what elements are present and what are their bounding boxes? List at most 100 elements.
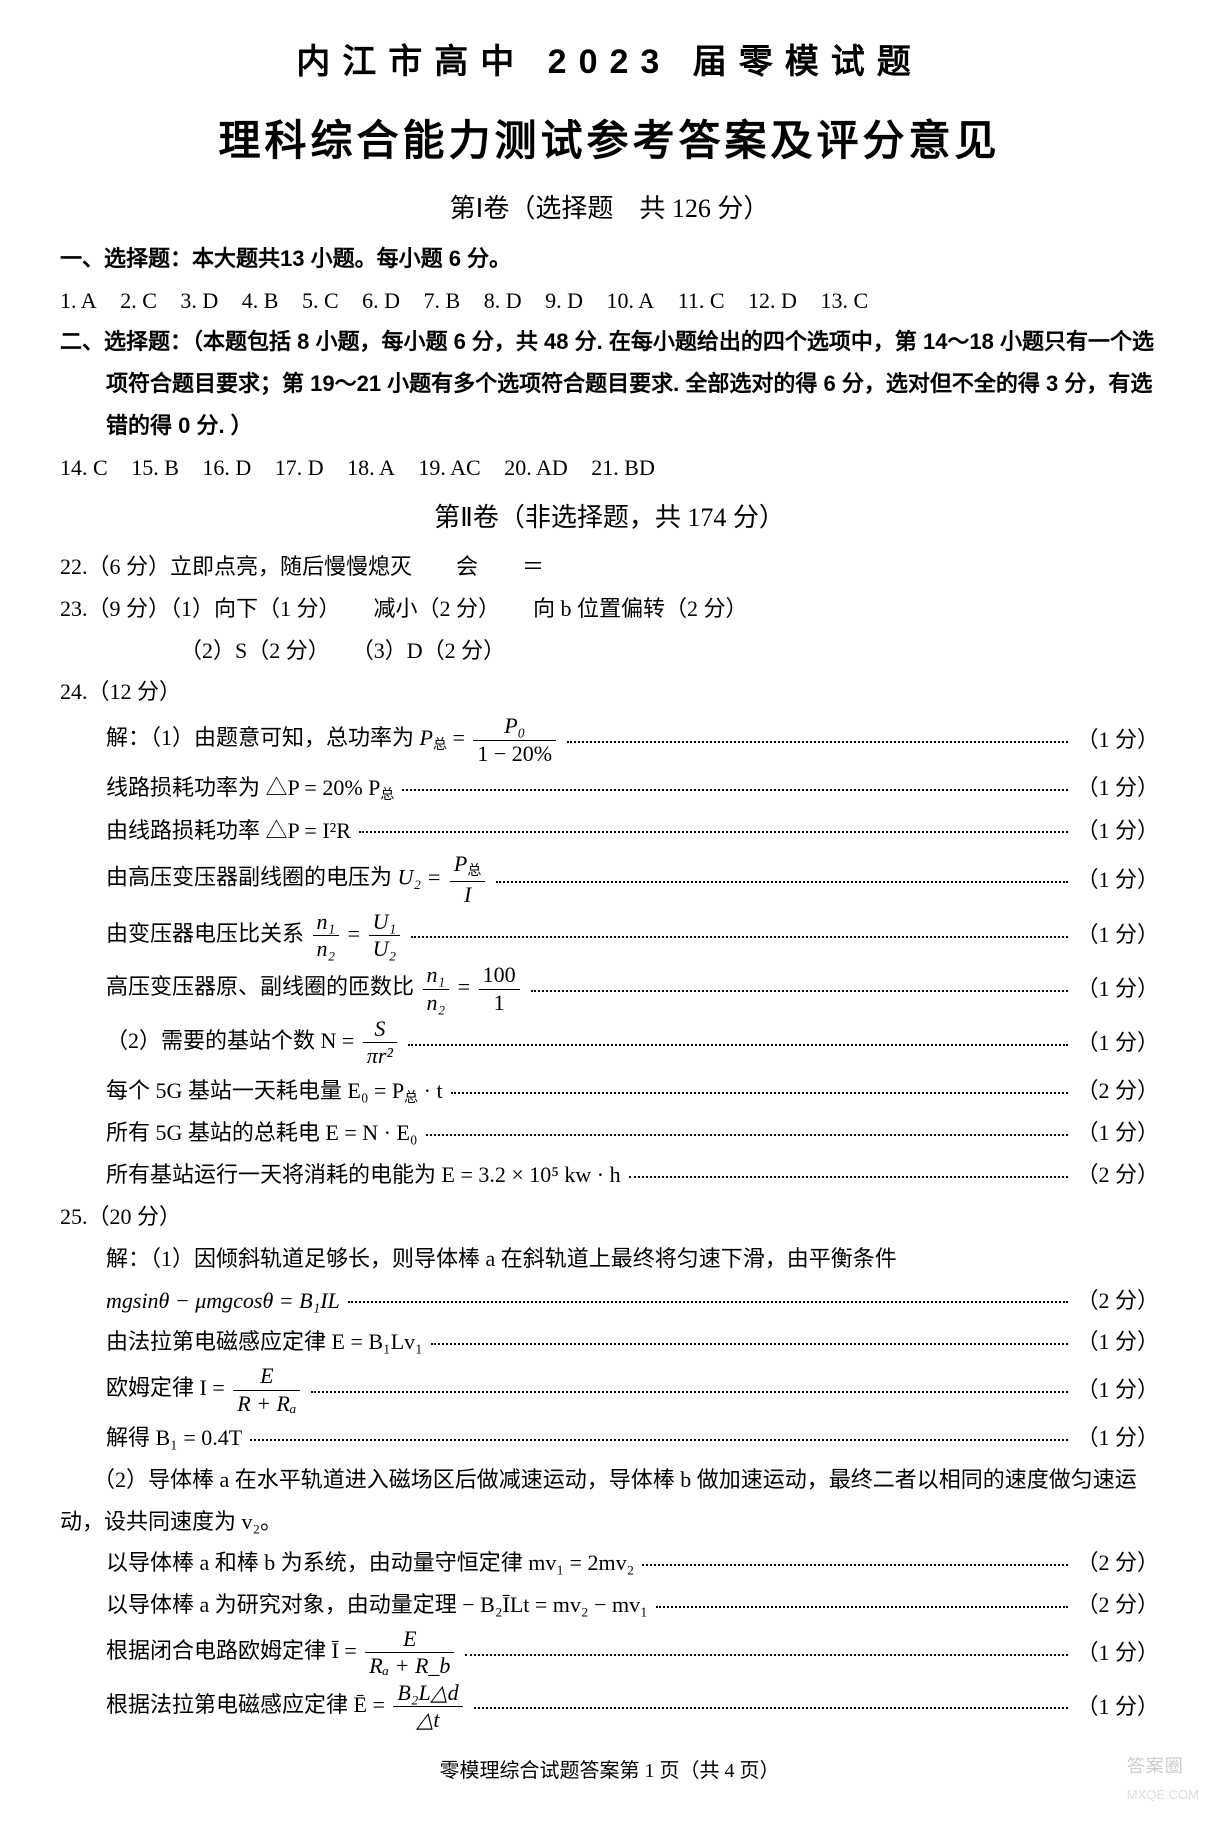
txt: 线路损耗功率为 △P = 20% P总	[106, 767, 394, 810]
q25-l3: 欧姆定律 I = ER + Rₐ （1 分）	[60, 1363, 1159, 1417]
mc1-heading: 一、选择题：本大题共13 小题。每小题 6 分。	[60, 238, 1159, 280]
ans: 4. B	[242, 280, 279, 322]
t: 欧姆定律 I =	[106, 1375, 230, 1400]
dots	[431, 1330, 1069, 1345]
ans: 14. C	[60, 447, 108, 489]
q24-l1: 解：（1）由题意可知，总功率为 P总 = P₀1 − 20% （1 分）	[60, 713, 1159, 767]
ans: 1. A	[60, 280, 97, 322]
page-title: 理科综合能力测试参考答案及评分意见	[60, 101, 1159, 181]
t: 根据闭合电路欧姆定律 Ī =	[106, 1638, 362, 1663]
d: Rₐ + R_b	[365, 1652, 454, 1679]
q25-l1: mgsinθ − μmgcosθ = B₁IL （2 分）	[60, 1280, 1159, 1322]
t: 每个 5G 基站一天耗电量 E₀ = P	[106, 1078, 404, 1103]
mid: =	[458, 974, 476, 999]
ans: 18. A	[347, 447, 395, 489]
sub: 总	[433, 738, 447, 753]
mc2-heading: 二、选择题：（本题包括 8 小题，每小题 6 分，共 48 分. 在每小题给出的…	[60, 321, 1159, 446]
den: 1 − 20%	[473, 740, 556, 767]
n: n₁	[423, 962, 450, 988]
d: △t	[393, 1706, 462, 1733]
txt: 根据闭合电路欧姆定律 Ī = ERₐ + R_b	[106, 1626, 457, 1680]
txt: （2）需要的基站个数 N = Sπr²	[106, 1016, 400, 1070]
page-footer: 零模理综合试题答案第 1 页（共 4 页）	[60, 1752, 1159, 1790]
ans: 13. C	[820, 280, 868, 322]
txt: 所有基站运行一天将消耗的电能为 E = 3.2 × 10⁵ kw · h	[106, 1154, 621, 1196]
n: B₂L△d	[393, 1680, 462, 1706]
q24-l9: 所有 5G 基站的总耗电 E = N · E₀ （1 分）	[60, 1112, 1159, 1154]
ans: 7. B	[424, 280, 461, 322]
txt: 根据法拉第电磁感应定律 Ē = B₂L△d△t	[106, 1680, 466, 1734]
q24-l4: 由高压变压器副线圈的电压为 U₂ = P总I （1 分）	[60, 851, 1159, 908]
ans: 9. D	[545, 280, 583, 322]
pts: （1 分）	[1076, 719, 1159, 761]
q25-intro: 解：（1）因倾斜轨道足够长，则导体棒 a 在斜轨道上最终将匀速下滑，由平衡条件	[60, 1238, 1159, 1280]
q24-l7: （2）需要的基站个数 N = Sπr² （1 分）	[60, 1016, 1159, 1070]
txt: 由法拉第电磁感应定律 E = B₁Lv₁	[106, 1321, 423, 1363]
ans: 11. C	[678, 280, 725, 322]
t: 由高压变压器副线圈的电压为	[106, 865, 398, 890]
d: n₂	[313, 935, 340, 962]
txt: mgsinθ − μmgcosθ = B₁IL	[106, 1280, 340, 1322]
pts: （1 分）	[1076, 968, 1159, 1010]
q25-l4: 解得 B₁ = 0.4T （1 分）	[60, 1417, 1159, 1459]
mc1-answers: 1. A 2. C 3. D 4. B 5. C 6. D 7. B 8. D …	[60, 280, 1159, 322]
pts: （1 分）	[1076, 1417, 1159, 1459]
ans: 2. C	[120, 280, 157, 322]
t: 线路损耗功率为 △P = 20% P	[106, 775, 380, 800]
q25-l6: 以导体棒 a 为研究对象，由动量定理 − B₂ĪLt = mv₂ − mv₁ （…	[60, 1584, 1159, 1626]
q24-l8: 每个 5G 基站一天耗电量 E₀ = P总 · t （2 分）	[60, 1070, 1159, 1113]
dots	[408, 1030, 1069, 1045]
txt: 欧姆定律 I = ER + Rₐ	[106, 1363, 303, 1417]
ans: 20. AD	[504, 447, 568, 489]
dots	[359, 818, 1069, 833]
mid: =	[348, 920, 366, 945]
txt: 所有 5G 基站的总耗电 E = N · E₀	[106, 1112, 418, 1154]
txt: 高压变压器原、副线圈的匝数比 n₁n₂ = 1001	[106, 962, 523, 1016]
txt: 解：（1）由题意可知，总功率为	[106, 725, 420, 750]
n: E	[365, 1626, 454, 1652]
d: n₂	[423, 989, 450, 1016]
pts: （2 分）	[1076, 1542, 1159, 1584]
txt: 由线路损耗功率 △P = I²R	[106, 810, 351, 852]
q22: 22.（6 分）立即点亮，随后慢慢熄灭 会 ＝	[60, 546, 1159, 588]
txt: 以导体棒 a 为研究对象，由动量定理 − B₂ĪLt = mv₂ − mv₁	[106, 1584, 648, 1626]
dots	[250, 1425, 1068, 1440]
sub: 总	[380, 788, 394, 803]
t: 根据法拉第电磁感应定律 Ē =	[106, 1692, 390, 1717]
ans: 5. C	[302, 280, 339, 322]
dots	[465, 1640, 1068, 1655]
dots	[402, 776, 1068, 791]
n: n₁	[313, 909, 340, 935]
watermark: 答案圈 MXQE.COM	[1127, 1749, 1199, 1808]
q25-para: （2）导体棒 a 在水平轨道进入磁场区后做减速运动，导体棒 b 做加速运动，最终…	[60, 1459, 1159, 1543]
dots	[426, 1121, 1069, 1136]
pts: （2 分）	[1076, 1154, 1159, 1196]
q25-head: 25.（20 分）	[60, 1196, 1159, 1238]
pts: （1 分）	[1076, 1022, 1159, 1064]
mc2-answers: 14. C 15. B 16. D 17. D 18. A 19. AC 20.…	[60, 447, 1159, 489]
section2-head: 第Ⅱ卷（非选择题，共 174 分）	[60, 493, 1159, 542]
den: I	[450, 881, 485, 908]
d2: 1	[479, 989, 520, 1016]
dots	[656, 1592, 1069, 1607]
q24-l3: 由线路损耗功率 △P = I²R （1 分）	[60, 810, 1159, 852]
txt: 由变压器电压比关系 n₁n₂ = U₁U₂	[106, 909, 403, 963]
q24-l10: 所有基站运行一天将消耗的电能为 E = 3.2 × 10⁵ kw · h （2 …	[60, 1154, 1159, 1196]
wm-text2: MXQE.COM	[1127, 1783, 1199, 1808]
pts: （1 分）	[1076, 1321, 1159, 1363]
pts: （1 分）	[1076, 914, 1159, 956]
dots	[567, 727, 1068, 742]
n2: 100	[479, 962, 520, 988]
pts: （2 分）	[1076, 1584, 1159, 1626]
ans: 8. D	[484, 280, 522, 322]
section1-head: 第Ⅰ卷（选择题 共 126 分）	[60, 184, 1159, 233]
ns: 总	[467, 864, 481, 879]
n: E	[233, 1363, 300, 1389]
pts: （1 分）	[1076, 1686, 1159, 1728]
pts: （1 分）	[1076, 1112, 1159, 1154]
dots	[496, 867, 1068, 882]
ans: 19. AC	[418, 447, 480, 489]
dots	[311, 1377, 1068, 1392]
txt: 解得 B₁ = 0.4T	[106, 1417, 242, 1459]
q25-l5: 以导体棒 a 和棒 b 为系统，由动量守恒定律 mv₁ = 2mv₂ （2 分）	[60, 1542, 1159, 1584]
